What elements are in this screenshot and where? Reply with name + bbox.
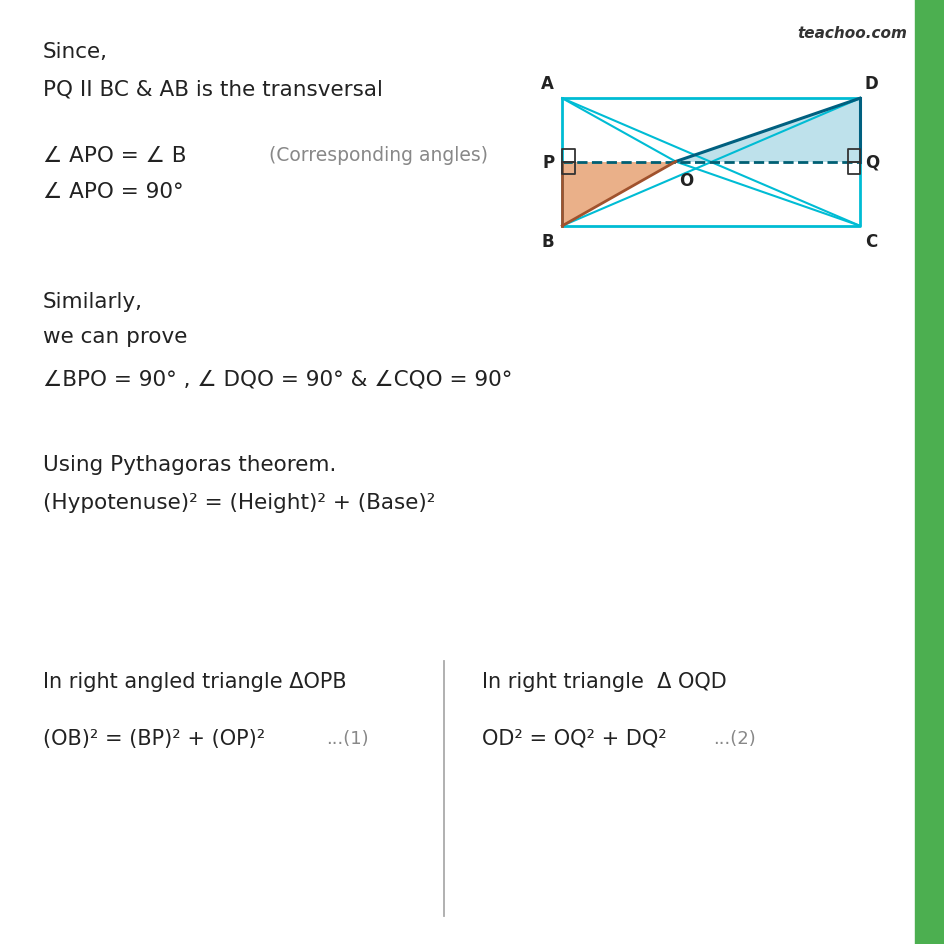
Text: ∠BPO = 90° , ∠ DQO = 90° & ∠CQO = 90°: ∠BPO = 90° , ∠ DQO = 90° & ∠CQO = 90°	[42, 369, 512, 390]
Text: D: D	[864, 75, 878, 93]
Text: Since,: Since,	[42, 42, 108, 62]
Polygon shape	[562, 162, 675, 227]
Text: O: O	[678, 172, 692, 190]
Text: PQ II BC & AB is the transversal: PQ II BC & AB is the transversal	[42, 79, 382, 100]
Text: ...(1): ...(1)	[326, 729, 368, 748]
Polygon shape	[675, 99, 859, 162]
Text: Q: Q	[864, 153, 878, 172]
Text: ...(2): ...(2)	[713, 729, 755, 748]
Text: C: C	[864, 233, 876, 251]
Text: ∠ APO = ∠ B: ∠ APO = ∠ B	[42, 145, 186, 166]
Text: Using Pythagoras theorem.: Using Pythagoras theorem.	[42, 454, 335, 475]
Text: ∠ APO = 90°: ∠ APO = 90°	[42, 181, 183, 202]
Text: In right triangle  Δ OQD: In right triangle Δ OQD	[481, 671, 726, 692]
Text: A: A	[541, 75, 553, 93]
Text: P: P	[542, 153, 553, 172]
Text: (Corresponding angles): (Corresponding angles)	[269, 146, 488, 165]
Text: OD² = OQ² + DQ²: OD² = OQ² + DQ²	[481, 728, 666, 749]
Text: we can prove: we can prove	[42, 327, 187, 347]
Text: B: B	[541, 233, 553, 251]
Text: In right angled triangle ΔOPB: In right angled triangle ΔOPB	[42, 671, 346, 692]
Text: Similarly,: Similarly,	[42, 292, 143, 312]
Text: (OB)² = (BP)² + (OP)²: (OB)² = (BP)² + (OP)²	[42, 728, 264, 749]
Text: teachoo.com: teachoo.com	[797, 25, 906, 41]
Bar	[914, 0, 944, 944]
Text: (Hypotenuse)² = (Height)² + (Base)²: (Hypotenuse)² = (Height)² + (Base)²	[42, 492, 434, 513]
